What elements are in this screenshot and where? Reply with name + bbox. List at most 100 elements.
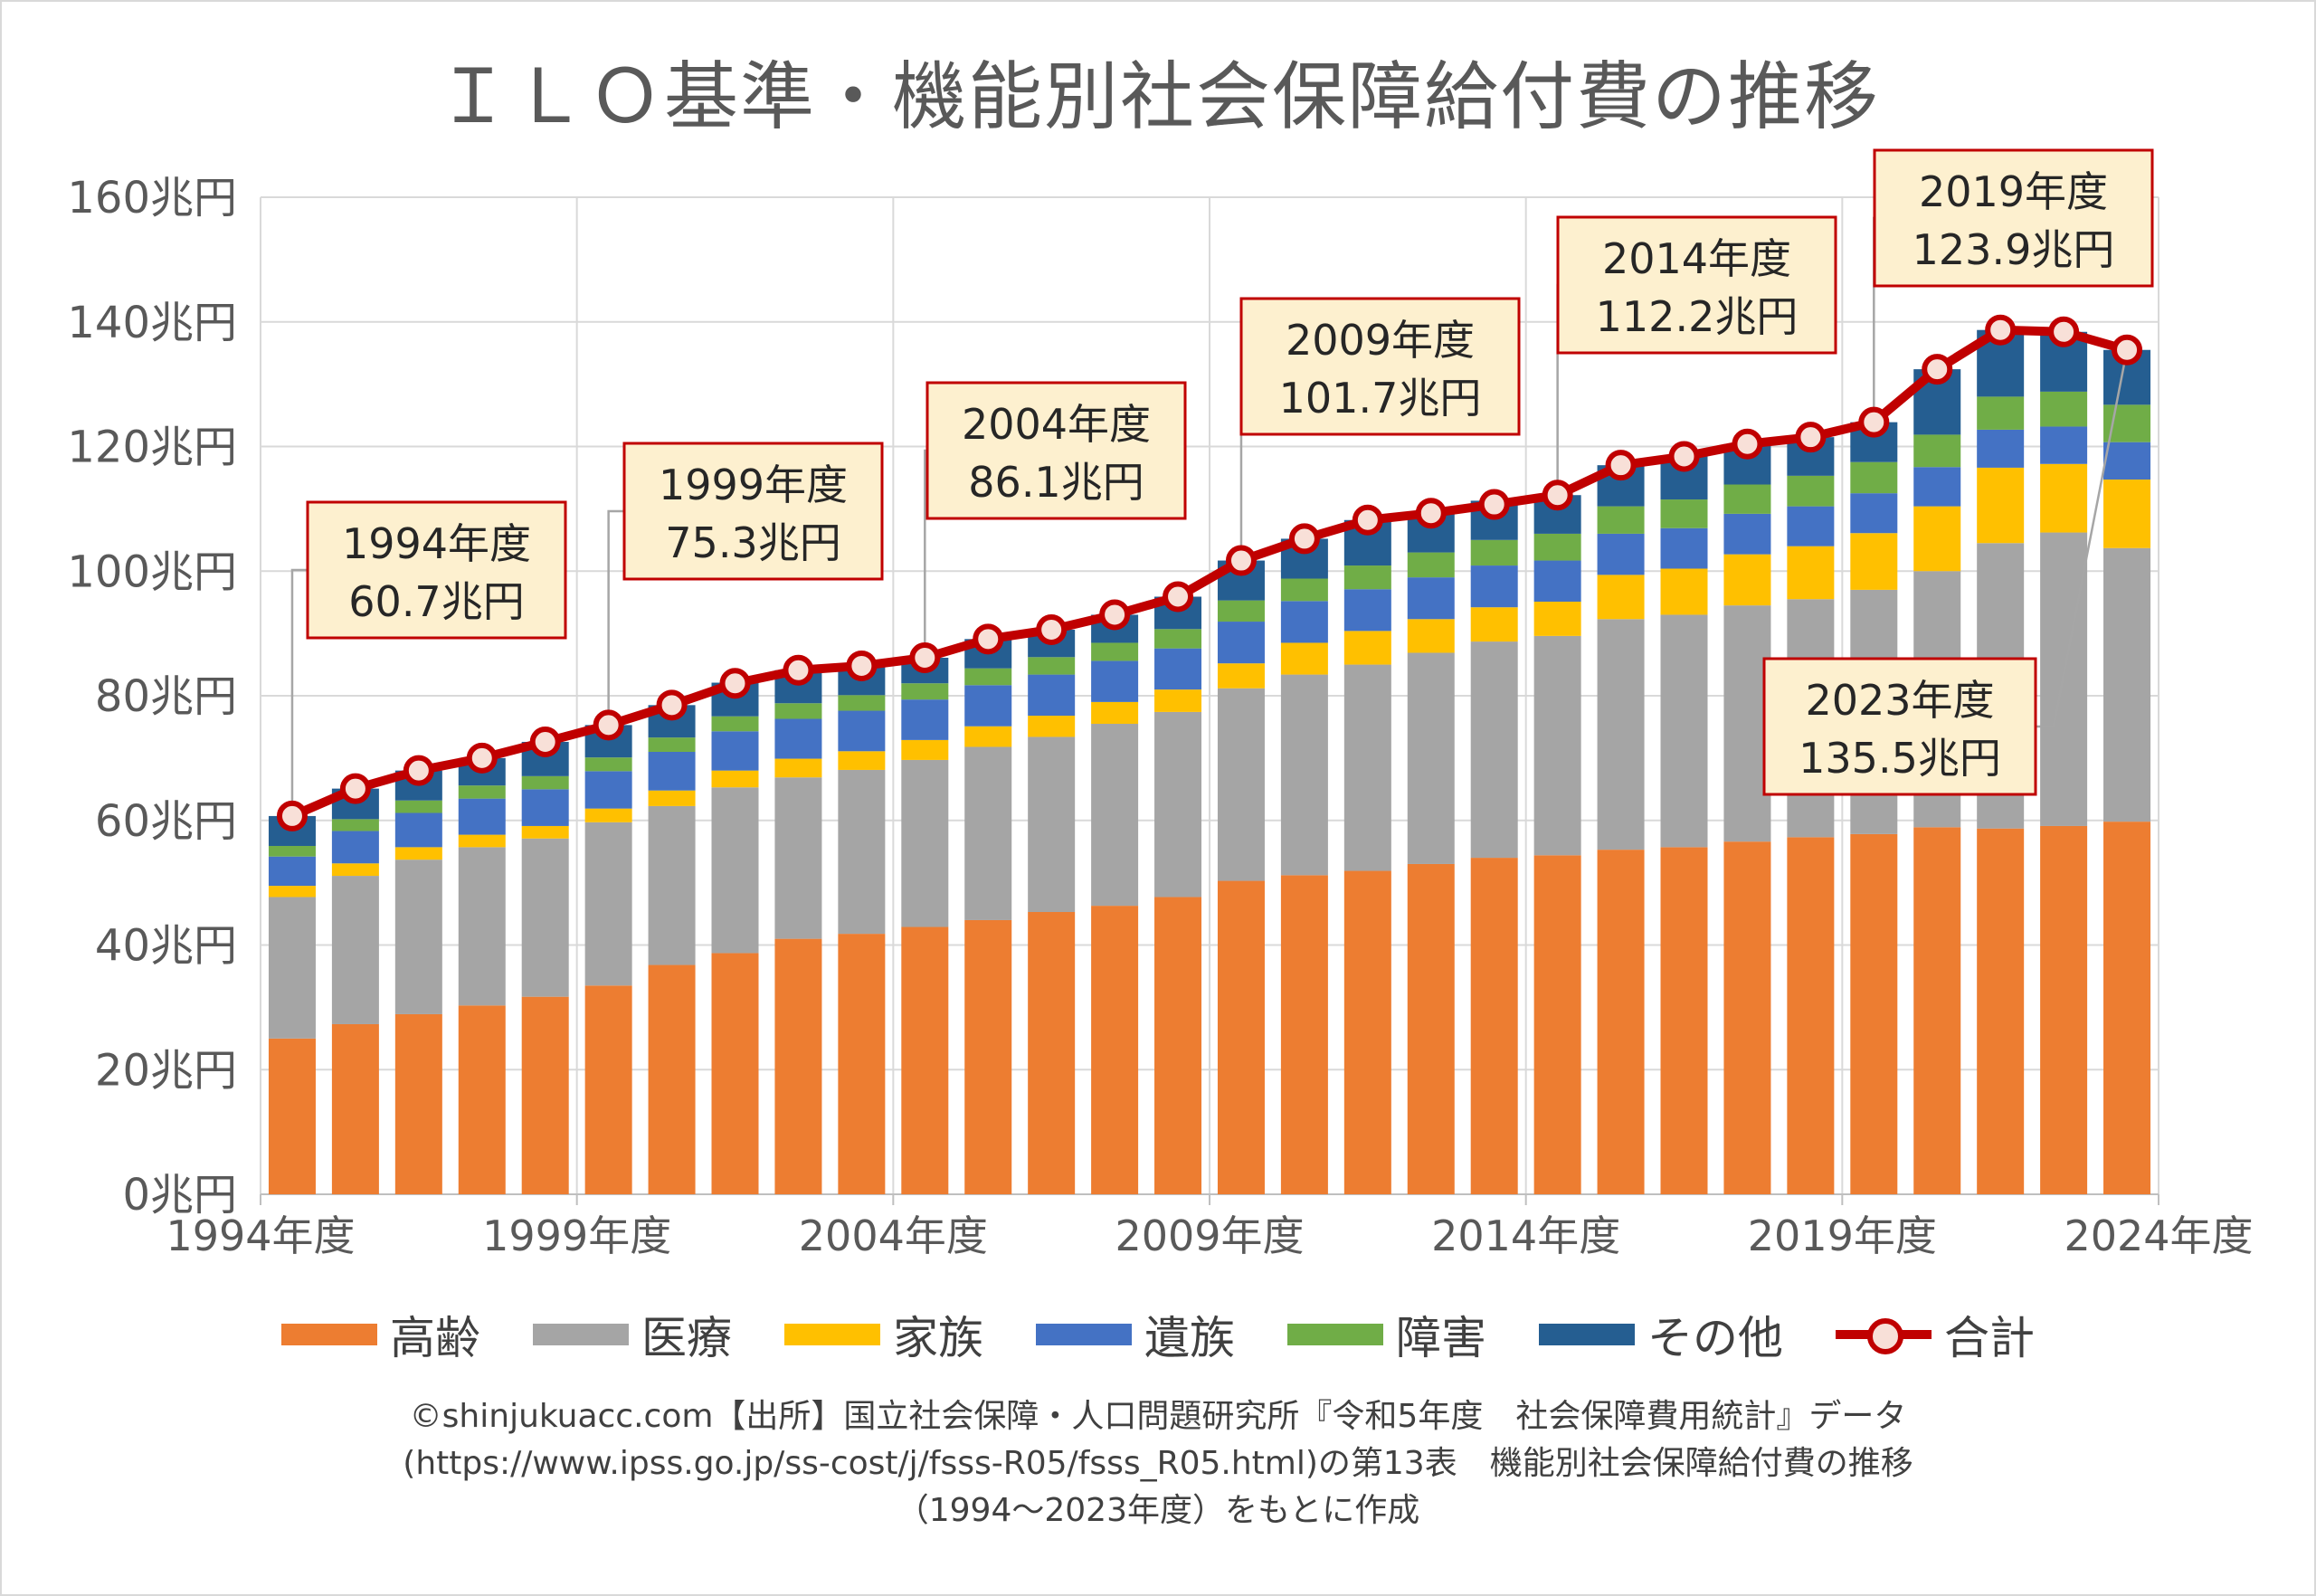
bar-segment-medical bbox=[394, 860, 442, 1014]
callout-year: 2009年度 bbox=[1286, 316, 1475, 365]
bar-segment-elderly bbox=[584, 985, 632, 1194]
bar-segment-medical bbox=[1091, 723, 1139, 907]
callout-box bbox=[925, 381, 1187, 520]
bar-segment-disability bbox=[1723, 484, 1771, 514]
total-marker bbox=[1352, 504, 1383, 536]
bar-segment-survivors bbox=[584, 771, 632, 809]
y-tick-label: 140兆円 bbox=[67, 298, 237, 348]
y-tick-label: 20兆円 bbox=[95, 1045, 237, 1096]
legend-swatch-total bbox=[1836, 1316, 1932, 1354]
bar-segment-elderly bbox=[1533, 855, 1581, 1194]
bar-segment-elderly bbox=[711, 953, 759, 1194]
total-marker bbox=[1163, 581, 1194, 613]
callout-value: 60.7兆円 bbox=[348, 577, 524, 626]
bar-segment-medical bbox=[1343, 664, 1391, 871]
bar-segment-medical bbox=[1597, 619, 1645, 850]
bar-segment-disability bbox=[394, 800, 442, 813]
total-marker bbox=[1922, 354, 1953, 385]
bar-segment-survivors bbox=[711, 731, 759, 771]
total-marker bbox=[2048, 316, 2080, 347]
total-marker bbox=[1036, 613, 1068, 645]
total-marker bbox=[339, 773, 371, 804]
legend-item-other: その他 bbox=[1539, 1302, 1783, 1367]
bar-segment-survivors bbox=[1154, 648, 1202, 690]
bar-segment-elderly bbox=[1850, 833, 1898, 1194]
bar-segment-elderly bbox=[1154, 897, 1202, 1194]
bar-segment-medical bbox=[521, 838, 569, 997]
callout-value: 75.3兆円 bbox=[665, 518, 840, 567]
bar-segment-survivors bbox=[901, 699, 949, 740]
bar-segment-disability bbox=[2040, 391, 2088, 427]
bar-segment-disability bbox=[1533, 533, 1581, 561]
bar-segment-survivors bbox=[774, 718, 822, 759]
total-marker bbox=[1478, 489, 1510, 520]
total-marker bbox=[466, 742, 498, 774]
bar-segment-elderly bbox=[268, 1038, 316, 1194]
bar-segment-family bbox=[1597, 575, 1645, 620]
bar-segment-disability bbox=[331, 819, 379, 831]
legend-swatch-survivors bbox=[1036, 1324, 1132, 1345]
bar-segment-family bbox=[1660, 568, 1708, 615]
legend-item-family: 家族 bbox=[784, 1302, 983, 1367]
total-marker bbox=[656, 689, 688, 721]
bar-segment-survivors bbox=[964, 685, 1012, 727]
bar-segment-medical bbox=[774, 777, 822, 939]
x-tick-label: 2004年度 bbox=[799, 1211, 988, 1260]
callout-box bbox=[1762, 657, 2037, 796]
bar-segment-family bbox=[1028, 716, 1076, 737]
bar-segment-elderly bbox=[1787, 837, 1835, 1194]
bar-segment-elderly bbox=[521, 996, 569, 1194]
callout-leader bbox=[607, 509, 624, 726]
legend-item-disability: 障害 bbox=[1287, 1302, 1486, 1367]
callout-leader bbox=[2036, 349, 2129, 728]
legend-label-survivors: 遺族 bbox=[1144, 1312, 1235, 1364]
bar-segment-survivors bbox=[1913, 467, 1961, 507]
bar-segment-disability bbox=[774, 703, 822, 719]
bar-segment-survivors bbox=[2040, 426, 2088, 464]
total-marker bbox=[719, 668, 751, 699]
bar-segment-medical bbox=[268, 897, 316, 1039]
bar-segment-family bbox=[394, 847, 442, 860]
bar-segment-elderly bbox=[964, 919, 1012, 1194]
total-marker bbox=[1225, 545, 1257, 576]
bar-segment-elderly bbox=[648, 964, 696, 1194]
x-tick-label: 1999年度 bbox=[482, 1211, 671, 1260]
bar-segment-survivors bbox=[331, 831, 379, 864]
bar-segment-survivors bbox=[1407, 577, 1455, 620]
bar-segment-family bbox=[648, 790, 696, 806]
bar-segment-elderly bbox=[2040, 825, 2088, 1194]
bar-segment-survivors bbox=[1091, 660, 1139, 702]
callout-year: 2023年度 bbox=[1805, 676, 1994, 725]
bar-segment-family bbox=[1977, 467, 2025, 544]
bar-segment-disability bbox=[1028, 657, 1076, 675]
legend-item-elderly: 高齢 bbox=[281, 1302, 480, 1367]
y-tick-label: 40兆円 bbox=[95, 921, 237, 972]
y-tick-label: 120兆円 bbox=[67, 423, 237, 473]
bar-segment-elderly bbox=[1597, 850, 1645, 1194]
bar-segment-survivors bbox=[838, 710, 886, 752]
bar-segment-disability bbox=[1850, 461, 1898, 494]
bar-segment-elderly bbox=[1470, 858, 1518, 1194]
x-tick-label: 1994年度 bbox=[166, 1211, 355, 1260]
bar-segment-elderly bbox=[1723, 841, 1771, 1194]
bar-segment-elderly bbox=[394, 1013, 442, 1194]
callout-box bbox=[1556, 215, 1837, 355]
bar-segment-elderly bbox=[1977, 828, 2025, 1194]
bar-segment-elderly bbox=[2103, 822, 2151, 1194]
bar-segment-family bbox=[1470, 607, 1518, 642]
legend-swatch-family bbox=[784, 1324, 880, 1345]
bar-segment-disability bbox=[648, 737, 696, 752]
legend-swatch-elderly bbox=[281, 1324, 377, 1345]
bar-segment-disability bbox=[711, 716, 759, 732]
legend-swatch-medical bbox=[533, 1324, 629, 1345]
bar-segment-disability bbox=[838, 695, 886, 711]
bar-segment-medical bbox=[2103, 547, 2151, 822]
total-marker bbox=[846, 650, 878, 681]
bar-segment-survivors bbox=[268, 856, 316, 887]
bar-segment-disability bbox=[1470, 539, 1518, 566]
bar-segment-survivors bbox=[394, 812, 442, 848]
bar-segment-disability bbox=[1343, 565, 1391, 590]
total-marker bbox=[1288, 523, 1320, 555]
legend-swatch-other bbox=[1539, 1324, 1635, 1345]
y-tick-label: 0兆円 bbox=[122, 1170, 237, 1221]
